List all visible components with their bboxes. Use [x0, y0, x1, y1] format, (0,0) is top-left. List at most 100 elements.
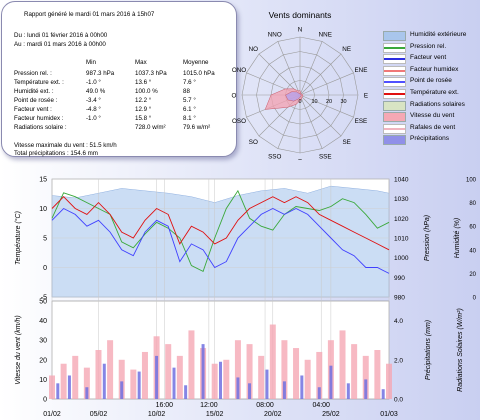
wind-speed-bar — [258, 355, 265, 399]
legend-label: Humidité extérieure — [410, 31, 467, 38]
precipitation-bar — [67, 375, 71, 399]
col-avg-header: Moyenne — [183, 59, 209, 66]
wind-speed-bar — [316, 351, 323, 399]
rose-speed-area — [285, 91, 302, 102]
wind-speed-bar — [176, 355, 183, 399]
legend-label: Précipitations — [410, 135, 450, 143]
wind-speed-bar — [304, 359, 311, 399]
rose-spoke — [299, 94, 354, 118]
legend-swatch — [383, 88, 406, 99]
statistics-panel: Rapport généré le mardi 01 mars 2016 à 1… — [1, 1, 237, 157]
stat-max: 13.6 ° — [135, 79, 152, 86]
stat-label: Facteur humidex : — [14, 115, 64, 122]
rose-direction-label: NNE — [319, 32, 332, 39]
rain-total-text: Total précipitations : 154.6 mm — [14, 150, 98, 157]
rose-direction-label: N — [298, 27, 303, 34]
date-tick-label: 25/02 — [322, 411, 340, 418]
stat-max: 100.0 % — [135, 88, 158, 95]
temperature-line — [51, 196, 390, 251]
temperature-tick-label: 15 — [39, 177, 47, 184]
wind-tick-label: 40 — [39, 318, 47, 325]
rose-direction-label: E — [364, 93, 368, 100]
rose-spoke — [299, 53, 342, 96]
rose-scale-label: 30 — [340, 99, 346, 105]
precipitation-bar — [137, 371, 141, 399]
period-to: Au : mardi 01 mars 2016 à 00h00 — [14, 41, 106, 48]
stat-label: Pression rel. : — [14, 70, 52, 77]
hour-tick-label: 12:00 — [200, 402, 218, 409]
date-tick-label: 15/02 — [206, 411, 224, 418]
wind-speed-bar — [83, 367, 90, 399]
temperature-tick-label: -5 — [41, 295, 47, 302]
date-tick-label: 05/02 — [90, 411, 108, 418]
stat-min: 49.0 % — [86, 88, 106, 95]
weather-timeseries-chart: 151050-550403020100104010301020101010009… — [14, 177, 477, 419]
wind-speed-bar — [223, 359, 230, 399]
col-max-header: Max — [135, 59, 147, 66]
wind-speed-bar — [246, 344, 253, 399]
rose-direction-label: ONO — [232, 67, 246, 74]
legend-swatch — [383, 42, 406, 53]
stat-max: 1037.3 hPa — [135, 70, 167, 77]
legend-label: Rafales de vent — [410, 123, 456, 131]
wind-speed-bar — [118, 359, 125, 399]
stat-max: 15.8 ° — [135, 115, 152, 122]
precipitation-bar — [300, 375, 304, 399]
legend-swatch — [383, 100, 406, 111]
date-tick-label: 10/02 — [148, 411, 166, 418]
rain-tick-label: 0.0 — [394, 397, 403, 404]
rose-scale-label: 0 — [298, 99, 301, 105]
legend-item: Rafales de vent — [383, 123, 480, 135]
wind-speed-bar — [362, 355, 369, 399]
rain-tick-label: 2.0 — [394, 357, 403, 364]
rose-direction-label: S — [298, 159, 302, 161]
rose-direction-label: NE — [342, 46, 351, 53]
date-tick-label: 20/02 — [264, 411, 282, 418]
wind-speed-bar — [141, 351, 148, 399]
wind-speed-bar — [107, 340, 114, 399]
stat-label: Radiations solaire : — [14, 124, 67, 131]
rose-direction-label: SO — [249, 139, 258, 146]
precipitation-bar — [329, 365, 333, 399]
wind-speed-bar — [130, 369, 137, 399]
wind-tick-label: 10 — [39, 377, 47, 384]
rose-spoke — [277, 41, 301, 96]
precipitation-bar — [201, 344, 205, 399]
stat-label: Facteur vent : — [14, 106, 52, 113]
wind-speed-bar — [165, 344, 172, 399]
legend-item: Température ext. — [383, 88, 480, 100]
precipitation-bar — [317, 387, 321, 399]
precipitation-bar — [85, 387, 89, 399]
wind-speed-bar — [386, 363, 392, 399]
humidity-tick-label: 20 — [469, 272, 476, 278]
stat-max: 12.9 ° — [135, 106, 152, 113]
wind-speed-bar — [211, 363, 218, 399]
pressure-axis-title: Pression (hPa) — [424, 215, 431, 261]
humidity-tick-label: 80 — [469, 201, 476, 207]
wind-tick-label: 0 — [43, 397, 47, 404]
rose-direction-label: NO — [249, 46, 259, 53]
legend-item: Pression rel. — [383, 42, 480, 54]
wind-speed-bar — [60, 363, 67, 399]
precipitation-bar — [282, 381, 286, 399]
wind-tick-label: 50 — [39, 299, 47, 306]
stat-avg: 6.1 ° — [183, 106, 196, 113]
stat-label: Température ext. : — [14, 79, 64, 86]
temperature-tick-label: 10 — [39, 206, 47, 213]
precipitation-bar — [236, 377, 240, 399]
stat-avg: 7.6 ° — [183, 79, 196, 86]
report-title: Rapport généré le mardi 01 mars 2016 à 1… — [24, 11, 155, 18]
rose-direction-label: ENE — [354, 67, 367, 74]
legend-item: Facteur vent — [383, 53, 480, 65]
wind-speed-bar — [234, 340, 241, 399]
precipitation-bar — [120, 381, 124, 399]
rose-spoke — [299, 72, 354, 96]
pressure-tick-label: 990 — [394, 275, 405, 282]
stat-min: -4.8 ° — [86, 106, 101, 113]
humidity-area — [51, 185, 390, 298]
wind-speed-bar — [49, 375, 55, 399]
legend-item: Facteur humidex — [383, 65, 480, 77]
humidity-axis-title: Humidité (%) — [454, 218, 461, 258]
solar-axis-title: Radiations Solaires (W/m²) — [457, 308, 464, 392]
col-min-header: Min — [86, 59, 96, 66]
